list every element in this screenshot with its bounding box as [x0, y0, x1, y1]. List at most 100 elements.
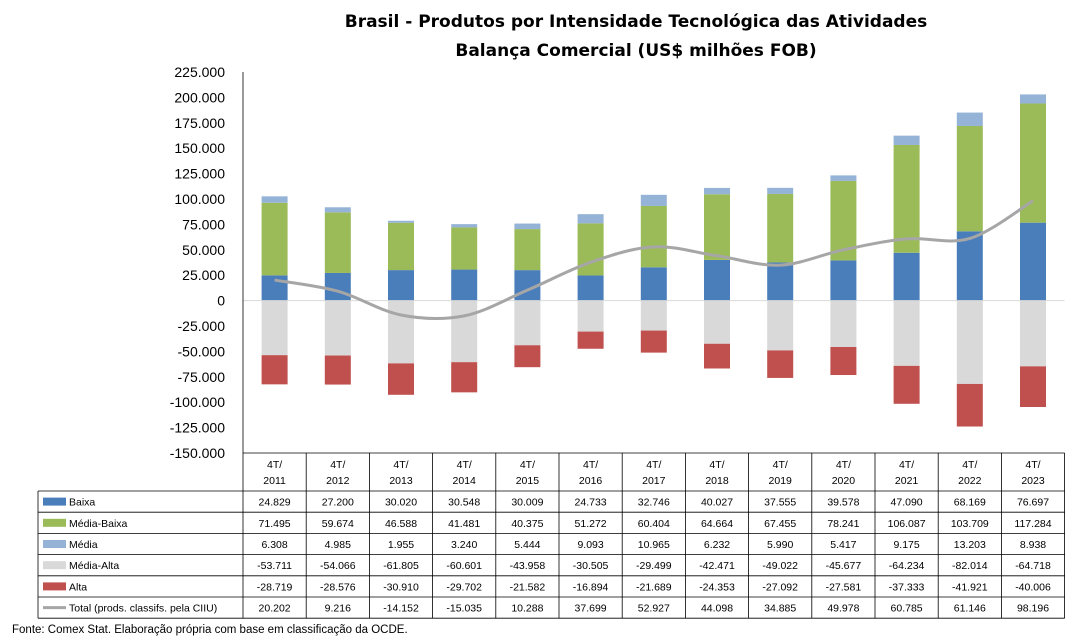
bar-media: [893, 135, 920, 145]
data-label-media-baixa: 41.481: [448, 518, 480, 530]
total-line: [274, 199, 1034, 321]
bar-baixa: [640, 267, 667, 301]
y-axis: 225.000 200.000 175.000 150.000 125.000 100.0…: [170, 64, 225, 461]
chart-title: Brasil - Produtos por Intensidade Tecnol…: [345, 12, 928, 32]
data-label-total-prods-classifs-pela-ciiu: 60.785: [891, 603, 923, 615]
legend-label-total-prods-classifs-pela-ciiu: Total (prods. classifs. pela CIIU): [69, 603, 217, 615]
chart-subtitle: Balança Comercial (US$ milhões FOB): [455, 41, 816, 61]
y-tick-label: 0: [217, 293, 225, 309]
bar-media: [577, 214, 604, 224]
bar-media-alta: [956, 300, 983, 384]
data-label-baixa: 30.548: [448, 497, 480, 509]
data-label-media-baixa: 51.272: [575, 518, 607, 530]
legend-key-baixa: [43, 497, 66, 506]
data-label-baixa: 37.555: [764, 497, 796, 509]
category-label: 2017: [642, 475, 666, 487]
data-label-media: 6.232: [704, 539, 730, 551]
data-label-total-prods-classifs-pela-ciiu: 52.927: [638, 603, 670, 615]
bar-media-alta: [451, 300, 478, 363]
bar-baixa: [830, 260, 857, 301]
data-label-baixa: 27.200: [322, 497, 354, 509]
line-total: [274, 199, 1034, 321]
data-label-media-baixa: 60.404: [638, 518, 670, 530]
bar-media-alta: [767, 300, 794, 351]
y-tick-label: -50.000: [178, 343, 226, 359]
data-label-media: 10.965: [638, 539, 670, 551]
bar-baixa: [767, 262, 794, 301]
data-label-media-alta: -64.718: [1015, 560, 1051, 572]
data-label-alta: -30.910: [383, 581, 419, 593]
data-label-alta: -41.921: [952, 581, 988, 593]
data-label-alta: -29.702: [446, 581, 482, 593]
data-label-total-prods-classifs-pela-ciiu: 44.098: [701, 603, 733, 615]
data-label-media: 3.240: [451, 539, 477, 551]
y-tick-label: -75.000: [178, 369, 226, 385]
legend-key-media: [43, 540, 66, 548]
bar-alta: [577, 331, 604, 349]
data-label-media-baixa: 71.495: [259, 518, 291, 530]
bar-media: [956, 112, 983, 126]
bar-baixa: [451, 269, 478, 301]
bar-alta: [893, 365, 920, 404]
category-label: 2013: [389, 475, 413, 487]
y-tick-label: 175.000: [174, 115, 225, 131]
legend-key-alta: [43, 582, 66, 591]
y-tick-label: 100.000: [174, 191, 225, 207]
data-label-media: 9.093: [577, 539, 603, 551]
category-label: 2014: [453, 475, 477, 487]
bar-baixa: [324, 272, 351, 301]
bar-alta: [261, 355, 288, 385]
source-note: Fonte: Comex Stat. Elaboração própria co…: [12, 624, 408, 636]
y-tick-label: 75.000: [182, 216, 225, 232]
bar-baixa: [956, 231, 983, 301]
data-label-media-baixa: 78.241: [827, 518, 859, 530]
bar-media: [388, 220, 414, 223]
data-label-media-alta: -30.505: [573, 560, 609, 572]
legend-label-media-baixa: Média-Baixa: [69, 518, 128, 530]
data-label-media: 5.990: [767, 539, 793, 551]
data-label-media-baixa: 59.674: [322, 518, 354, 530]
bar-media-alta: [577, 300, 604, 332]
category-label: 2022: [958, 475, 982, 487]
category-label: 4T/: [267, 459, 282, 471]
category-label: 2011: [263, 475, 286, 487]
data-table: 4T/2011 4T/2012 4T/2013 4T/2014 4T/2015 4T/20…: [37, 72, 1065, 619]
bar-baixa: [1020, 222, 1046, 301]
data-label-media-baixa: 106.087: [888, 518, 926, 530]
data-label-alta: -37.333: [889, 581, 925, 593]
bar-marks: [243, 94, 1065, 427]
data-label-total-prods-classifs-pela-ciiu: 9.216: [325, 603, 351, 615]
bar-media-baixa: [261, 202, 288, 276]
bar-media-alta: [830, 300, 857, 348]
category-label: 2018: [705, 475, 729, 487]
bar-alta: [514, 345, 541, 368]
category-label: 4T/: [393, 459, 408, 471]
bar-media: [514, 223, 541, 230]
bar-alta: [1020, 366, 1046, 407]
data-label-baixa: 24.829: [259, 497, 291, 509]
data-label-media-baixa: 40.375: [511, 518, 543, 530]
data-label-media-alta: -42.471: [699, 560, 735, 572]
bar-media-alta: [388, 300, 414, 364]
data-label-total-prods-classifs-pela-ciiu: 61.146: [954, 603, 986, 615]
data-label-media: 8.938: [1020, 539, 1046, 551]
bar-alta: [324, 355, 351, 385]
data-label-media-alta: -64.234: [889, 560, 925, 572]
data-label-total-prods-classifs-pela-ciiu: -14.152: [383, 603, 419, 615]
data-label-media: 5.444: [514, 539, 540, 551]
data-label-media-alta: -43.958: [510, 560, 546, 572]
bar-media: [704, 187, 730, 195]
category-label: 2016: [579, 475, 603, 487]
data-label-media-alta: -60.601: [446, 560, 482, 572]
data-label-alta: -27.581: [826, 581, 862, 593]
data-label-media-alta: -45.677: [826, 560, 862, 572]
category-label: 4T/: [836, 459, 851, 471]
bar-media-baixa: [956, 125, 983, 232]
y-tick-label: -100.000: [170, 394, 225, 410]
bar-alta: [704, 343, 730, 369]
data-label-alta: -40.006: [1015, 581, 1051, 593]
bar-media-alta: [1020, 300, 1046, 367]
data-label-media: 13.203: [954, 539, 986, 551]
y-tick-label: 225.000: [174, 64, 225, 80]
bar-media-baixa: [514, 229, 541, 271]
